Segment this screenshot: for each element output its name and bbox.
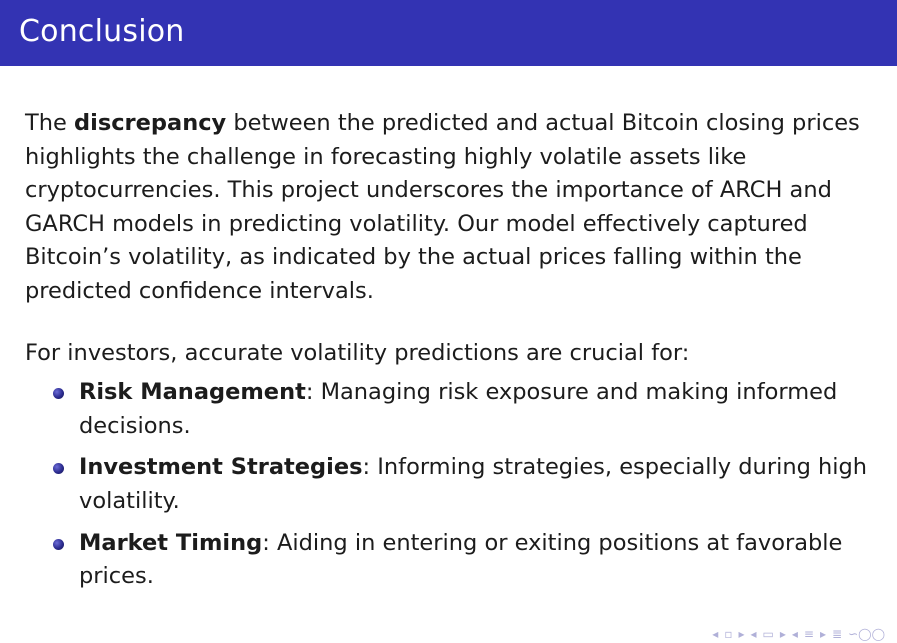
list-item: Risk Management: Managing risk exposure … [25,376,870,443]
paragraph-bold-term: discrepancy [74,110,227,136]
subsection-icon[interactable]: ▭ [762,627,774,641]
paragraph-rest: between the predicted and actual Bitcoin… [25,110,860,304]
align-icon[interactable]: ≣ [832,627,843,641]
bullet-term: Investment Strategies [79,454,363,481]
prev-section-icon[interactable]: ◂ [791,627,798,641]
slide-title: Conclusion [19,14,185,49]
bullet-description: : Aiding in entering or exiting position… [79,529,843,590]
bullet-icon [53,463,64,475]
bullet-icon [53,538,64,550]
bullet-list: Risk Management: Managing risk exposure … [25,376,870,594]
bullet-description: : Managing risk exposure and making info… [79,379,838,439]
beamer-navigation-bar: ◂ ▫ ▸ ◂ ▭ ▸ ◂ ≡ ▸ ≣ ∽◯◯ [712,627,885,641]
list-item: Investment Strategies: Informing strateg… [25,451,870,518]
bullet-description: : Informing strategies, especially durin… [79,454,868,514]
next-section-icon[interactable]: ▸ [819,627,827,641]
next-subsection-icon[interactable]: ▸ [779,627,786,641]
bullet-icon [53,388,64,400]
bullet-term: Risk Management [79,379,306,406]
list-item: Market Timing: Aiding in entering or exi… [25,527,870,594]
prev-subsection-icon[interactable]: ◂ [750,627,757,641]
search-icon[interactable]: ∽◯◯ [848,627,885,641]
section-icon[interactable]: ≡ [803,627,814,641]
slide-content: The discrepancy between the predicted an… [25,107,870,602]
title-bar: Conclusion [0,0,897,66]
frame-icon[interactable]: ▫ [724,627,733,641]
next-frame-icon[interactable]: ▸ [738,627,745,641]
bullet-term: Market Timing [79,529,263,556]
paragraph-lead: The [25,110,74,136]
investors-paragraph: For investors, accurate volatility predi… [25,339,690,366]
conclusion-paragraph: The discrepancy between the predicted an… [25,107,870,309]
prev-frame-icon[interactable]: ◂ [712,627,719,641]
